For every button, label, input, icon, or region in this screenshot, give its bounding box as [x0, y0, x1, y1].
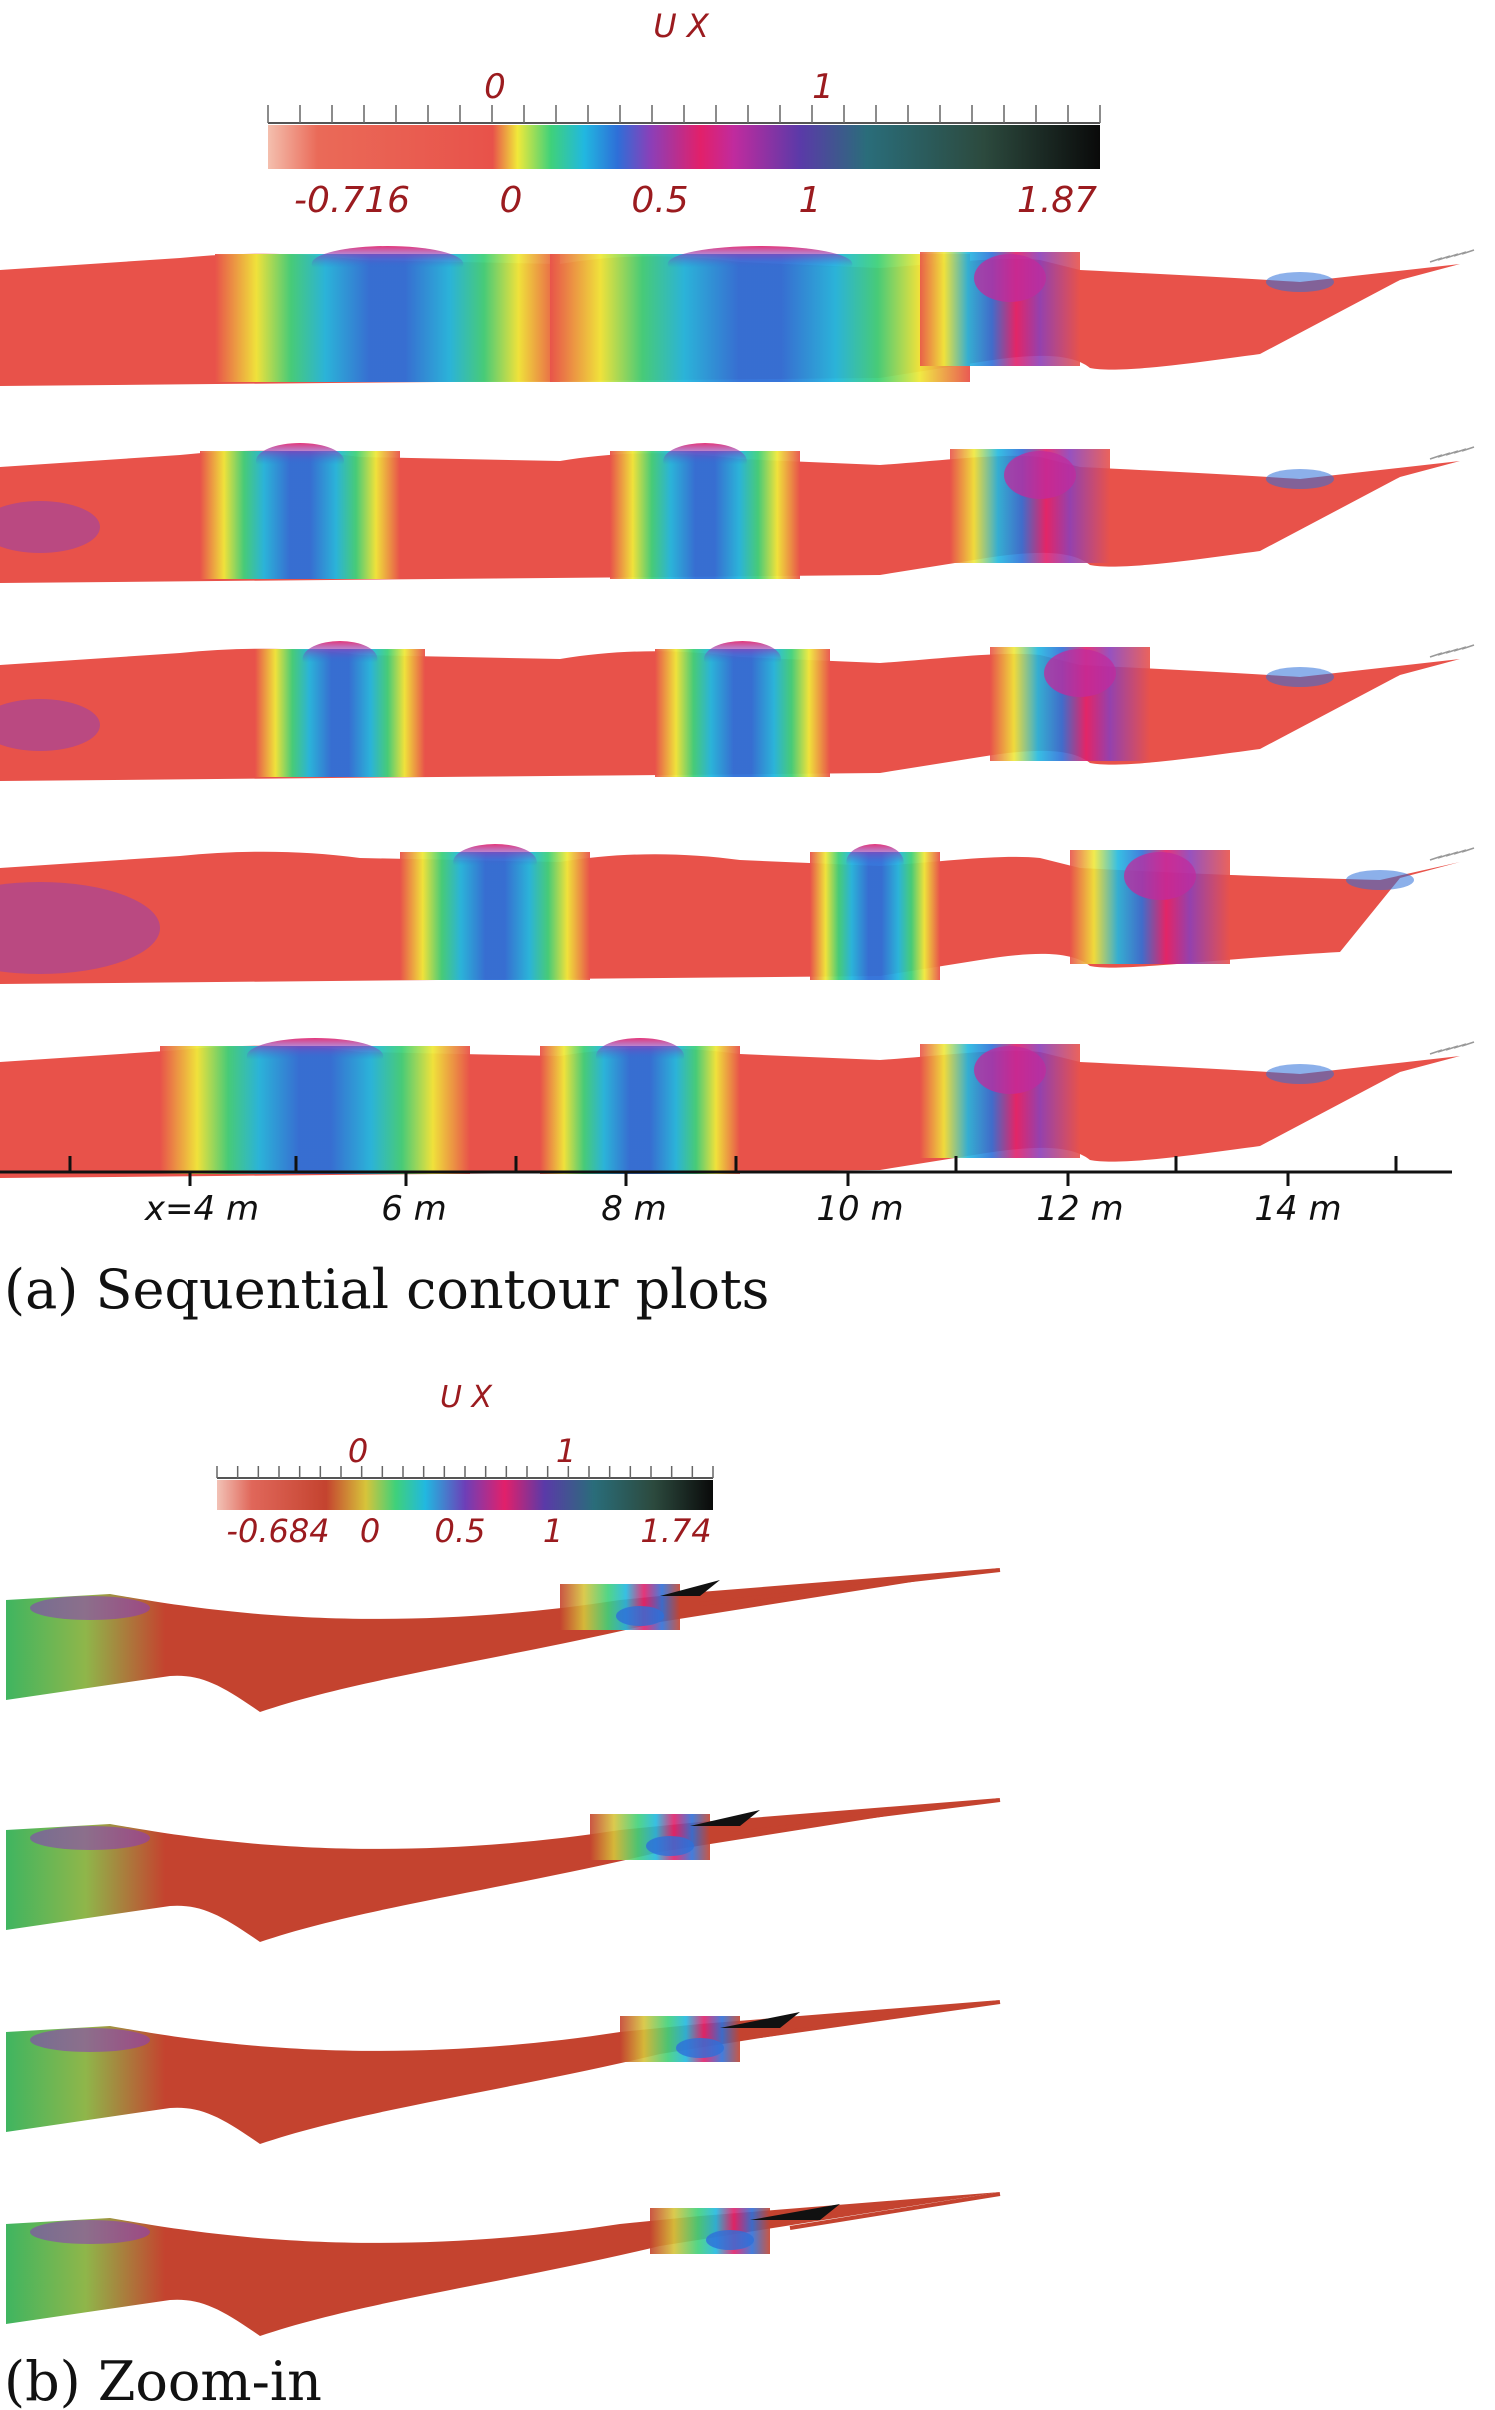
wave-crest-cap [667, 246, 853, 282]
inlet-vortex [0, 882, 160, 974]
wave-crest-cap [596, 1038, 684, 1074]
colorbar-b-top-label: 0 [348, 1432, 368, 1470]
x-axis-a: x=4 m 6 m 8 m 10 m 12 m 14 m [0, 1156, 1452, 1229]
wave-crest-cap [704, 641, 781, 677]
x-axis-label: 14 m [1254, 1189, 1341, 1229]
colorbar-b-title: U X [440, 1380, 493, 1415]
zoom-vortex [676, 2038, 724, 2058]
swash-patch [1266, 469, 1334, 489]
spray-speck [1461, 847, 1475, 853]
panel-a: U X 0 1 -0.716 0 0.5 1 1.87 x=4 m 6 m 8 … [0, 7, 1475, 1321]
x-axis-label: 10 m [816, 1189, 903, 1229]
colorbar-b-bottom-label: 0.5 [435, 1512, 486, 1550]
zoom-breaker [620, 2016, 740, 2062]
colorbar-b-bottom-label: -0.684 [226, 1512, 329, 1550]
wave-crest-cap [246, 1038, 384, 1074]
breaking-vortex [974, 254, 1046, 302]
zoom-jet [690, 1810, 760, 1826]
zoom-swash-line [759, 2000, 1001, 2038]
x-axis-label: x=4 m [144, 1189, 259, 1229]
zoom-breaker [650, 2208, 770, 2254]
wave-crest-cap [256, 443, 344, 479]
zoom-breaker [590, 1814, 710, 1860]
x-axis-label: 12 m [1036, 1189, 1123, 1229]
colorbar-b-bottom-label: 0 [360, 1512, 380, 1550]
colorbar-b-bar [217, 1480, 713, 1510]
colorbar-b-top-label: 1 [556, 1432, 576, 1470]
wave-crest-cap [302, 641, 378, 677]
zoom-strips-b [6, 1568, 1001, 2336]
colorbar-b: U X 0 1 -0.684 0 0.5 1 1.74 [216, 1380, 714, 1550]
swash-patch [1266, 667, 1334, 687]
wave-crest-cap [663, 443, 747, 479]
caption-b: (b) Zoom-in [4, 2350, 322, 2410]
spray-speck [1461, 1041, 1475, 1047]
wave-crest-cap [846, 844, 904, 880]
x-axis-label: 6 m [381, 1189, 447, 1229]
zoom-strip [6, 1568, 1000, 1712]
colorbar-b-bottom-label: 1.74 [640, 1512, 711, 1550]
spray-speck [1461, 446, 1475, 452]
zoom-crest-cap [30, 1826, 150, 1850]
zoom-vortex [646, 1836, 694, 1856]
colorbar-a-bottom-label: 1.87 [1017, 180, 1097, 221]
colorbar-a-top-label: 0 [484, 67, 506, 107]
zoom-swash-line [699, 1568, 1001, 1606]
contour-strip [0, 851, 1460, 984]
zoom-strip [6, 2192, 1000, 2336]
zoom-swash-line [729, 1798, 1001, 1836]
x-axis-label: 8 m [601, 1189, 667, 1229]
zoom-jet [660, 1580, 720, 1596]
swash-patch [1346, 870, 1414, 890]
contour-strips-a [0, 246, 1475, 1178]
colorbar-a-title: U X [653, 7, 710, 45]
zoom-jet [720, 2012, 800, 2028]
colorbar-a-ticks [267, 105, 1101, 123]
caption-a: (a) Sequential contour plots [4, 1258, 769, 1321]
colorbar-a-top-label: 1 [812, 67, 834, 107]
colorbar-b-ticks [216, 1466, 714, 1478]
zoom-breaker [560, 1584, 680, 1630]
x-axis-ticks [68, 1156, 1398, 1186]
colorbar-a-bar [268, 125, 1100, 169]
inlet-vortex [0, 699, 100, 751]
colorbar-a: U X 0 1 -0.716 0 0.5 1 1.87 [267, 7, 1101, 221]
zoom-jet [750, 2204, 840, 2220]
swash-patch [1266, 1064, 1334, 1084]
breaking-vortex [1044, 649, 1116, 697]
zoom-strip [6, 2000, 1000, 2144]
breaking-vortex [974, 1046, 1046, 1094]
zoom-crest-cap [30, 2028, 150, 2052]
zoom-strip [6, 1798, 1000, 1942]
spray-speck [1461, 249, 1475, 255]
wave-crest-cap [453, 844, 537, 880]
swash-patch [1266, 272, 1334, 292]
zoom-vortex [706, 2230, 754, 2250]
colorbar-a-bottom-label: 0.5 [631, 180, 688, 221]
panel-b: U X 0 1 -0.684 0 0.5 1 1.74 (b) Zoom-in [4, 1380, 1001, 2410]
colorbar-b-bottom-label: 1 [543, 1512, 563, 1550]
inlet-vortex [0, 501, 100, 553]
zoom-swash-line [789, 2192, 1001, 2230]
zoom-crest-cap [30, 1596, 150, 1620]
zoom-vortex [616, 1606, 664, 1626]
breaking-vortex [1124, 852, 1196, 900]
wave-crest-cap [311, 246, 464, 282]
colorbar-a-bottom-label: 1 [799, 180, 822, 221]
zoom-crest-cap [30, 2220, 150, 2244]
colorbar-a-bottom-label: 0 [500, 180, 523, 221]
spray-speck [1461, 644, 1475, 650]
breaking-vortex [1004, 451, 1076, 499]
colorbar-a-bottom-label: -0.716 [294, 180, 410, 221]
